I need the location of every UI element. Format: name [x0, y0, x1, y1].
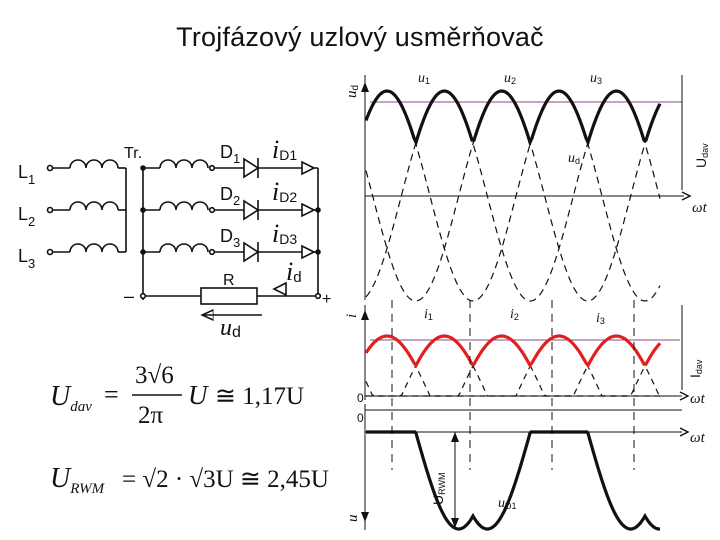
ud1-curve [366, 430, 660, 531]
wt-label-bottom: ωt [690, 430, 706, 446]
id3-label: iD3 [272, 219, 297, 248]
input-l2 [46, 206, 70, 214]
l3-label: L3 [18, 246, 35, 271]
id2-label: iD2 [272, 177, 297, 206]
secondary-coils [140, 159, 216, 300]
plus-label: + [322, 291, 331, 308]
ud-envelope-curve [364, 89, 662, 147]
input-l3 [46, 248, 70, 256]
svg-text:2π: 2π [138, 402, 164, 429]
svg-text:3√6: 3√6 [135, 362, 174, 389]
id-label: id [286, 257, 302, 286]
minus-label: – [124, 286, 134, 306]
svg-text:URWM: URWM [50, 463, 106, 497]
primary-coils [69, 159, 127, 253]
l1-label: L1 [18, 162, 35, 187]
i2-label: i2 [510, 307, 519, 322]
resistor-r [143, 281, 318, 305]
arrow-id2-icon [301, 202, 316, 218]
svg-text:≅ 1,17U: ≅ 1,17U [215, 383, 304, 410]
top-y-arrow-icon [361, 82, 369, 92]
u2-label: u2 [504, 71, 516, 86]
wt-label-top: ωt [692, 200, 708, 216]
wt-label-middle: ωt [690, 391, 706, 407]
urwm-arrow-up-icon [451, 432, 459, 442]
urwm-arrow-down-icon [451, 518, 459, 528]
d1-label: D1 [220, 142, 240, 166]
arrow-id3-icon [301, 244, 316, 260]
transformer-label: Tr. [124, 145, 142, 162]
circuit-schematic [46, 157, 322, 315]
svg-text:= √2 · √3U ≅ 2,45U: = √2 · √3U ≅ 2,45U [122, 466, 329, 493]
phase-i2-curve [366, 335, 661, 397]
id1-label: iD1 [272, 135, 297, 164]
ud1-label: uD1 [498, 496, 517, 511]
idav-label: Idav [687, 359, 704, 378]
middle-zero-label: 0 [357, 391, 364, 405]
i1-label: i1 [424, 307, 433, 322]
d3-label: D3 [220, 226, 240, 250]
phase-u2-curve [365, 90, 661, 302]
arrow-id1-icon [301, 160, 316, 176]
input-l1 [46, 164, 70, 172]
middle-y-arrow-icon [361, 310, 369, 320]
bottom-zero-label: 0 [357, 411, 364, 425]
waveform-graphs [361, 75, 692, 531]
top-axis-label: ud [344, 85, 361, 98]
graph-labels: ud u1 u2 u3 ud Udav ωt i i1 i2 i3 Idav 0… [344, 71, 710, 522]
phase-i1-curve [365, 335, 660, 397]
bottom-x-arrow-icon [679, 427, 690, 437]
middle-x-arrow-icon [679, 391, 690, 401]
arrow-id-icon [272, 281, 287, 297]
ud-curve-label: ud [568, 151, 580, 166]
bottom-axis-label: u [345, 515, 361, 523]
i3-label: i3 [596, 311, 605, 326]
formula-udav: Udav = 3√6 2π U ≅ 1,17U [50, 362, 304, 429]
id-envelope-curve [364, 334, 662, 369]
urwm-label: URWM [430, 473, 447, 505]
u1-label: u1 [418, 71, 430, 86]
l2-label: L2 [18, 204, 35, 229]
slide-title: Trojfázový uzlový usměrňovač [176, 22, 544, 52]
udav-label: Udav [693, 143, 710, 168]
u3-label: u3 [590, 71, 602, 86]
d2-label: D2 [220, 184, 240, 208]
svg-text:Udav: Udav [50, 381, 92, 415]
circuit-labels: L1 L2 L3 Tr. D1 D2 D3 iD1 iD2 iD3 R id –… [18, 135, 331, 341]
middle-axis-label: i [344, 314, 360, 318]
ud-label: ud [220, 315, 241, 341]
resistor-label: R [223, 272, 235, 289]
svg-text:=: = [104, 380, 119, 409]
formula-urwm: URWM = √2 · √3U ≅ 2,45U [50, 463, 329, 497]
bottom-y-arrow-icon [361, 512, 369, 522]
svg-text:U: U [188, 380, 209, 410]
top-x-arrow-icon [681, 191, 692, 201]
phase-i3-curve [365, 335, 661, 397]
